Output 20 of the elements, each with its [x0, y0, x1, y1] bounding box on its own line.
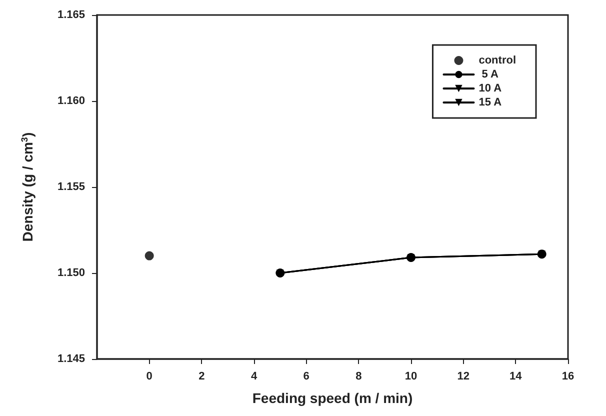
- y-tick-label: 1.160: [57, 95, 85, 107]
- y-tick-label: 1.145: [57, 353, 85, 365]
- x-tick-label: 16: [562, 370, 574, 382]
- y-tick-label: 1.165: [57, 9, 85, 21]
- y-axis-title: Density (g / cm3): [20, 132, 36, 242]
- x-tick-label: 2: [198, 370, 205, 382]
- legend-label: 10 A: [478, 82, 502, 94]
- y-tick-label: 1.150: [57, 267, 85, 279]
- y-tick-label: 1.155: [57, 181, 85, 193]
- x-tick-label: 0: [146, 370, 152, 382]
- x-axis-title: Feeding speed (m / min): [252, 390, 413, 406]
- legend-label: 15 A: [478, 96, 502, 108]
- x-tick-label: 14: [510, 370, 523, 382]
- x-tick-label: 12: [457, 370, 470, 382]
- x-tick-label: 10: [404, 370, 418, 382]
- x-tick-label: 6: [303, 370, 310, 382]
- x-tick-label: 8: [356, 370, 362, 382]
- x-tick-label: 4: [250, 370, 258, 382]
- legend-label: control: [478, 54, 516, 66]
- legend-label: 5 A: [478, 68, 499, 80]
